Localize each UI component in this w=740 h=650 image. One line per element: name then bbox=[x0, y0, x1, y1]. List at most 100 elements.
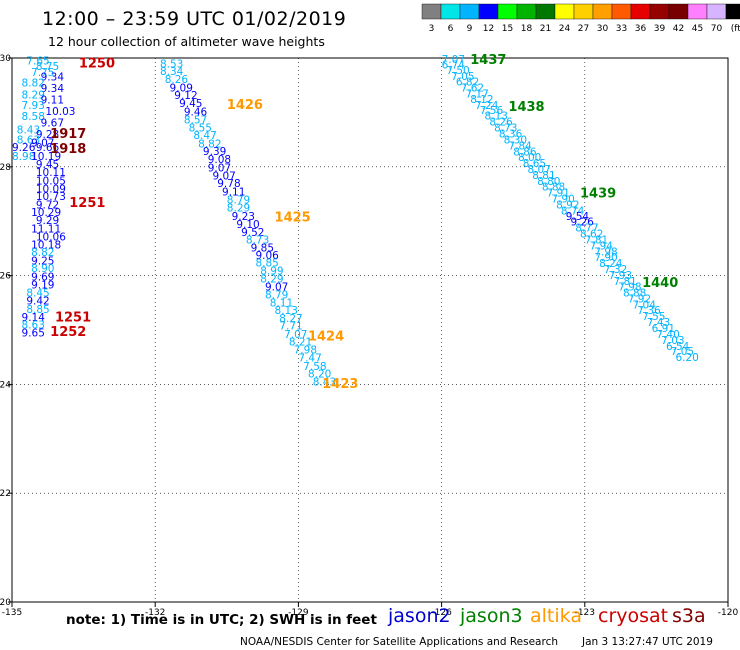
wave-height-label: 7.94 bbox=[590, 241, 614, 253]
wave-height-label: 8.75 bbox=[36, 61, 59, 73]
wave-height-label: 9.11 bbox=[41, 94, 64, 106]
axis-ticks: -135 -132 -129 -126 -123 -120 20 22 24 26 28 30 bbox=[0, 54, 738, 618]
wave-height-label: 7.04 bbox=[633, 299, 657, 311]
wave-height-label: 10.09 bbox=[36, 184, 66, 196]
x-tick-label: -120 bbox=[718, 608, 739, 618]
colorbar-swatch bbox=[421, 3, 442, 20]
wave-height-label: 7.84 bbox=[508, 141, 532, 153]
colorbar-label: 21 bbox=[540, 24, 551, 34]
colorbar-swatch bbox=[668, 3, 689, 20]
wave-height-label: 9.45 bbox=[36, 159, 59, 171]
wave-height-label: 7.90 bbox=[551, 193, 574, 205]
wave-height-label: 7.05 bbox=[451, 71, 474, 83]
legend-jason3: jason3 bbox=[460, 605, 523, 627]
x-tick-label: -129 bbox=[288, 608, 309, 618]
time-labels: 1250191719181251125112521426142514241423… bbox=[50, 53, 678, 392]
pass-time-label: 1423 bbox=[322, 377, 358, 392]
wave-height-label: 10.73 bbox=[36, 191, 66, 203]
wave-height-label: 9.28 bbox=[36, 129, 59, 141]
wave-height-label: 7.05 bbox=[671, 346, 694, 358]
wave-height-label: 6.74 bbox=[442, 60, 466, 72]
x-tick-label: -123 bbox=[575, 608, 595, 618]
wave-height-label: 7.43 bbox=[647, 317, 670, 329]
wave-height-label: 7.07 bbox=[442, 54, 465, 66]
wave-height-label: 9.10 bbox=[236, 219, 259, 231]
wave-height-label: 7.81 bbox=[585, 235, 608, 247]
wave-height-label: 8.82 bbox=[198, 138, 221, 150]
wave-height-label: 9.78 bbox=[217, 178, 240, 190]
wave-height-label: 9.07 bbox=[212, 171, 235, 183]
colorbar-label: 24 bbox=[559, 24, 571, 34]
wave-height-label: 8.29 bbox=[260, 273, 283, 285]
wave-height-label: 8.88 bbox=[623, 287, 646, 299]
wave-height-label: 8.62 bbox=[580, 229, 603, 241]
colorbar-label: 9 bbox=[467, 24, 473, 34]
wave-height-label: 9.14 bbox=[22, 312, 46, 324]
wave-height-label: 8.86 bbox=[513, 147, 537, 159]
wave-height-label: 8.11 bbox=[270, 297, 293, 309]
credit-left: NOAA/NESDIS Center for Satellite Applica… bbox=[240, 636, 558, 648]
colorbar-label: (ft) bbox=[731, 24, 740, 34]
wave-height-label: 8.63 bbox=[17, 135, 40, 147]
wave-height-label: 9.67 bbox=[41, 118, 64, 130]
wave-height-label: 8.53 bbox=[160, 58, 183, 70]
y-tick-label: 28 bbox=[0, 163, 11, 173]
wave-height-label: 7.92 bbox=[628, 293, 651, 305]
wave-height-label: 8.57 bbox=[184, 114, 207, 126]
wave-height-label: 8.34 bbox=[160, 66, 184, 78]
wave-height-label: 8.99 bbox=[260, 266, 283, 278]
pass-time-label: 1250 bbox=[79, 56, 115, 71]
pass-time-label: 1252 bbox=[50, 325, 86, 340]
wave-height-label: 8.80 bbox=[537, 176, 560, 188]
wave-height-label: 11.11 bbox=[31, 223, 61, 235]
y-tick-label: 22 bbox=[0, 489, 11, 499]
colorbar-swatch bbox=[630, 3, 651, 20]
wave-height-label: 8.27 bbox=[279, 313, 302, 325]
colorbar-label: 12 bbox=[483, 24, 494, 34]
plot-frame bbox=[11, 57, 729, 603]
colorbar-label: 70 bbox=[711, 24, 723, 34]
wave-height-label: 7.81 bbox=[613, 276, 636, 288]
wave-height-label: 8.74 bbox=[561, 205, 585, 217]
chart-subtitle: 12 hour collection of altimeter wave hei… bbox=[48, 34, 325, 49]
wave-height-label: 9.52 bbox=[241, 227, 264, 239]
colorbar-label: 39 bbox=[654, 24, 666, 34]
wave-height-label: 9.07 bbox=[208, 162, 231, 174]
colorbar-swatch bbox=[592, 3, 613, 20]
wave-height-label: 6.20 bbox=[675, 352, 698, 364]
wave-height-label: 6.82 bbox=[456, 76, 479, 88]
colorbar-swatch bbox=[516, 3, 537, 20]
wave-height-label: 8.81 bbox=[532, 170, 555, 182]
wave-height-label: 8.47 bbox=[193, 130, 216, 142]
wave-height-label: 7.98 bbox=[618, 281, 641, 293]
wave-height-label: 8.77 bbox=[575, 223, 598, 235]
wave-height-label: 7.65 bbox=[26, 56, 49, 68]
wave-height-label: 9.85 bbox=[251, 242, 274, 254]
legend-s3a: s3a bbox=[672, 605, 706, 627]
credit-right: Jan 3 13:27:47 UTC 2019 bbox=[582, 636, 713, 648]
wave-height-label: 8.58 bbox=[22, 111, 45, 123]
colorbar-label: 3 bbox=[429, 24, 435, 34]
colorbar-swatch bbox=[535, 3, 556, 20]
wave-height-label: 7.93 bbox=[609, 270, 632, 282]
colorbar-swatch bbox=[725, 3, 740, 20]
colorbar-swatch bbox=[478, 3, 499, 20]
pass-time-label: 1251 bbox=[55, 310, 91, 325]
wave-height-label: 7.90 bbox=[594, 252, 617, 264]
wave-height-label: 9.11 bbox=[222, 186, 245, 198]
wave-height-label: 9.19 bbox=[31, 279, 54, 291]
pass-time-label: 1917 bbox=[50, 127, 86, 142]
wave-height-label: 10.06 bbox=[36, 231, 66, 243]
colorbar-label: 27 bbox=[578, 24, 589, 34]
x-tick-label: -135 bbox=[2, 608, 22, 618]
colorbar-label: 15 bbox=[502, 24, 513, 34]
colorbar-swatch bbox=[459, 3, 480, 20]
colorbar-swatch bbox=[611, 3, 632, 20]
wave-height-label: 8.30 bbox=[504, 135, 527, 147]
wave-height-label: 9.26 bbox=[12, 142, 36, 154]
wave-height-label: 8.92 bbox=[556, 199, 579, 211]
colorbar-label: 36 bbox=[635, 24, 647, 34]
wave-height-label: 10.18 bbox=[31, 240, 61, 252]
